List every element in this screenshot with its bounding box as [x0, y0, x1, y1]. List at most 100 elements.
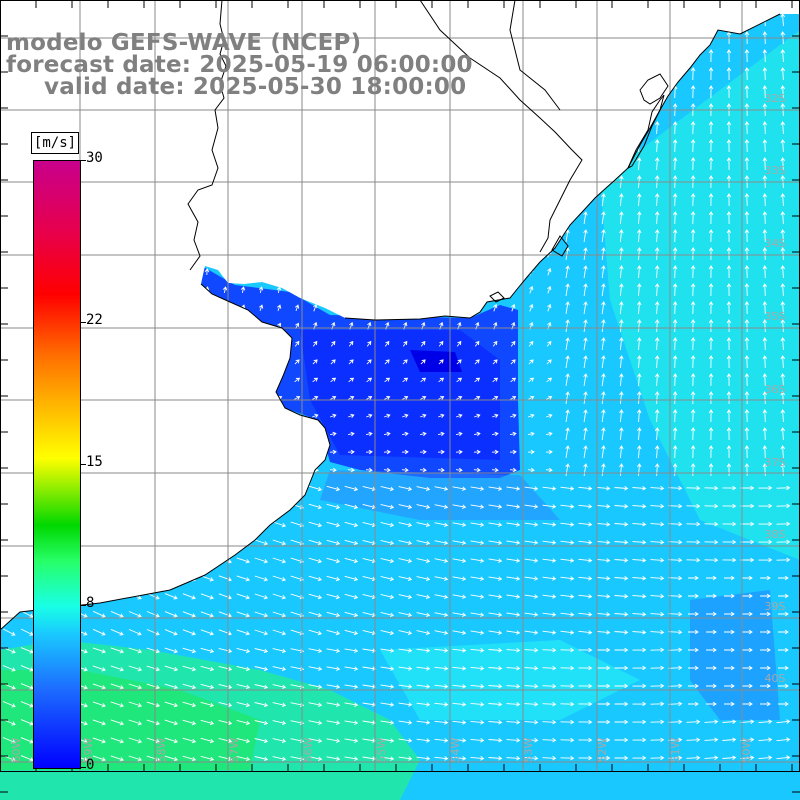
wind-arrow	[146, 719, 161, 726]
wind-arrow	[637, 319, 642, 333]
wind-arrow	[565, 301, 570, 314]
wind-arrow	[236, 665, 251, 672]
wind-arrow	[204, 161, 210, 167]
wind-arrow	[308, 684, 323, 689]
wind-arrow	[204, 395, 211, 400]
wind-arrow	[546, 413, 553, 418]
wind-arrow	[344, 557, 359, 564]
wind-arrow	[492, 431, 499, 437]
wind-arrow	[385, 213, 390, 222]
wind-arrow	[92, 719, 106, 726]
wind-arrow	[344, 756, 359, 761]
wind-arrow	[524, 665, 539, 671]
wind-arrow	[529, 231, 534, 240]
wind-arrow	[506, 720, 521, 725]
forecast-date: forecast date: 2025-05-19 06:00:00	[6, 52, 473, 78]
wind-arrow	[403, 267, 408, 276]
wind-arrow	[457, 285, 462, 294]
wind-arrow	[654, 157, 660, 171]
wind-arrow	[632, 558, 647, 563]
wind-arrow	[132, 340, 138, 347]
wind-arrow	[619, 49, 624, 63]
wind-arrow	[452, 558, 467, 563]
wind-arrow	[726, 301, 732, 315]
wind-arrow	[529, 195, 534, 204]
wind-arrow	[272, 521, 287, 528]
wind-arrow	[272, 503, 287, 510]
wind-arrow	[24, 431, 31, 437]
wind-arrow	[114, 431, 121, 437]
wind-arrow	[583, 265, 588, 278]
wind-arrow	[128, 755, 142, 762]
wind-arrow	[654, 211, 660, 225]
wind-arrow	[439, 249, 444, 258]
wind-arrow	[20, 484, 34, 492]
wind-arrow	[672, 319, 678, 333]
wind-arrow	[438, 359, 444, 365]
coastline	[0, 283, 331, 631]
wind-arrow	[384, 377, 391, 383]
wind-arrow	[474, 377, 481, 383]
wind-arrow	[474, 340, 480, 347]
wind-arrow	[164, 521, 178, 528]
wind-arrow	[708, 121, 714, 135]
wind-arrow	[475, 159, 480, 168]
wind-arrow	[385, 159, 390, 168]
wind-arrow	[365, 449, 373, 455]
wind-arrow	[619, 193, 624, 207]
wind-arrow	[708, 319, 714, 333]
wind-arrow	[596, 719, 611, 725]
wind-arrow	[114, 395, 121, 400]
wind-arrow	[182, 701, 197, 708]
wind-arrow	[2, 592, 16, 600]
wind-arrow	[542, 719, 557, 725]
wind-arrow	[236, 557, 251, 564]
wind-arrow	[470, 720, 485, 725]
wind-arrow	[672, 211, 678, 225]
wind-arrow	[654, 14, 660, 27]
wind-arrow	[312, 340, 318, 347]
wind-arrow	[470, 630, 485, 635]
wind-arrow	[475, 213, 480, 222]
wind-arrow	[236, 575, 251, 582]
wind-arrow	[776, 719, 791, 724]
wind-arrow	[762, 427, 768, 441]
wind-arrow	[474, 359, 480, 365]
wind-arrow	[384, 359, 390, 365]
wind-arrow	[686, 755, 701, 761]
wind-arrow	[185, 18, 192, 23]
wind-arrow	[565, 319, 570, 332]
wind-arrow	[20, 520, 34, 528]
wind-arrow	[92, 538, 106, 546]
wind-arrow	[113, 143, 120, 149]
wind-arrow	[510, 413, 517, 418]
wind-arrow	[493, 15, 498, 24]
wind-arrow	[204, 304, 210, 311]
wind-arrow	[367, 249, 372, 258]
wind-arrow	[146, 485, 160, 492]
wind-arrow	[308, 738, 323, 743]
wind-arrow	[344, 684, 359, 689]
wind-arrow	[240, 431, 247, 437]
wind-arrow	[204, 431, 211, 437]
wind-arrow	[619, 265, 624, 279]
wind-arrow	[578, 612, 593, 617]
wind-arrow	[367, 195, 372, 204]
wind-arrow	[456, 340, 462, 347]
wind-arrow	[452, 576, 467, 581]
wind-arrow	[416, 504, 431, 510]
wind-arrow	[632, 701, 647, 707]
wind-arrow	[493, 123, 498, 132]
wind-arrow	[200, 503, 214, 510]
wind-arrow	[632, 755, 647, 761]
wind-arrow	[706, 575, 717, 581]
wind-arrow	[724, 629, 735, 635]
wind-arrow	[384, 340, 390, 347]
wind-arrow	[128, 485, 142, 492]
wind-arrow	[6, 395, 13, 400]
wind-arrow	[524, 522, 539, 527]
wind-arrow	[488, 594, 503, 599]
wind-arrow	[632, 504, 647, 509]
wind-arrow	[688, 575, 699, 581]
wind-arrow	[578, 540, 593, 545]
